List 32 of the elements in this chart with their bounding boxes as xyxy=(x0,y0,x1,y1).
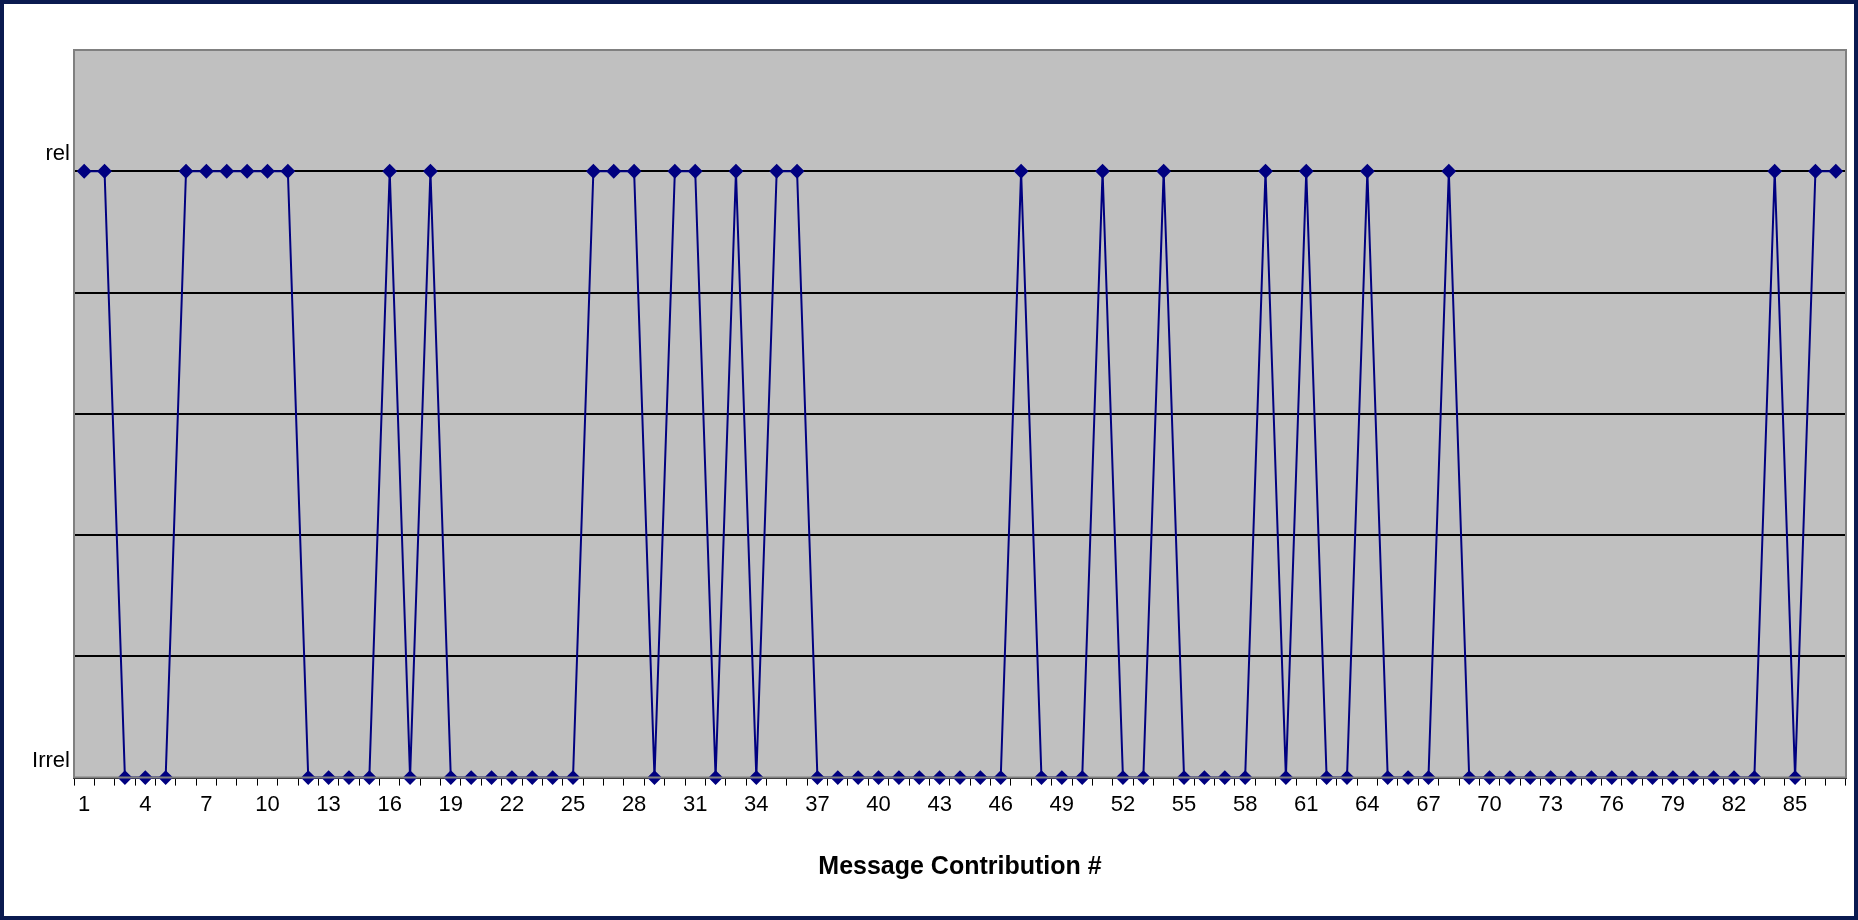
text: Irrel xyxy=(32,746,70,772)
x-tick-label: 1 xyxy=(78,790,91,816)
x-tick-label: 4 xyxy=(139,790,152,816)
x-tick-label: 13 xyxy=(316,790,341,816)
x-tick-label: 31 xyxy=(682,790,708,816)
x-tick-label: 52 xyxy=(1110,790,1136,816)
x-tick-label: 40 xyxy=(866,790,891,816)
x-tick-label: 46 xyxy=(988,790,1013,816)
x-tick-label: 76 xyxy=(1599,790,1625,816)
x-tick-label: 28 xyxy=(621,790,647,816)
x-tick-label: 22 xyxy=(499,790,525,816)
x-tick-label: 7 xyxy=(200,790,213,816)
x-tick-label: 73 xyxy=(1538,790,1563,816)
x-tick-label: 64 xyxy=(1355,790,1380,816)
x-tick-label: 43 xyxy=(927,790,952,816)
x-tick-label: 67 xyxy=(1416,790,1441,816)
text: rel xyxy=(45,140,70,166)
x-tick-label: 85 xyxy=(1782,790,1808,816)
x-tick-label: 70 xyxy=(1477,790,1502,816)
x-tick-label: 61 xyxy=(1294,790,1319,816)
x-tick-label: 16 xyxy=(377,790,402,816)
x-tick-label: 34 xyxy=(744,790,769,816)
x-tick-label: 25 xyxy=(560,790,586,816)
x-tick-label: 58 xyxy=(1232,790,1258,816)
x-tick-label: 55 xyxy=(1171,790,1197,816)
x-tick-label: 79 xyxy=(1660,790,1686,816)
x-tick-label: 37 xyxy=(805,790,830,816)
x-axis-title: Message Contribution # xyxy=(818,850,1102,879)
x-tick-label: 19 xyxy=(438,790,464,816)
x-tick-label: 82 xyxy=(1721,790,1747,816)
x-tick-label: 49 xyxy=(1049,790,1075,816)
x-tick-label: 10 xyxy=(255,790,280,816)
